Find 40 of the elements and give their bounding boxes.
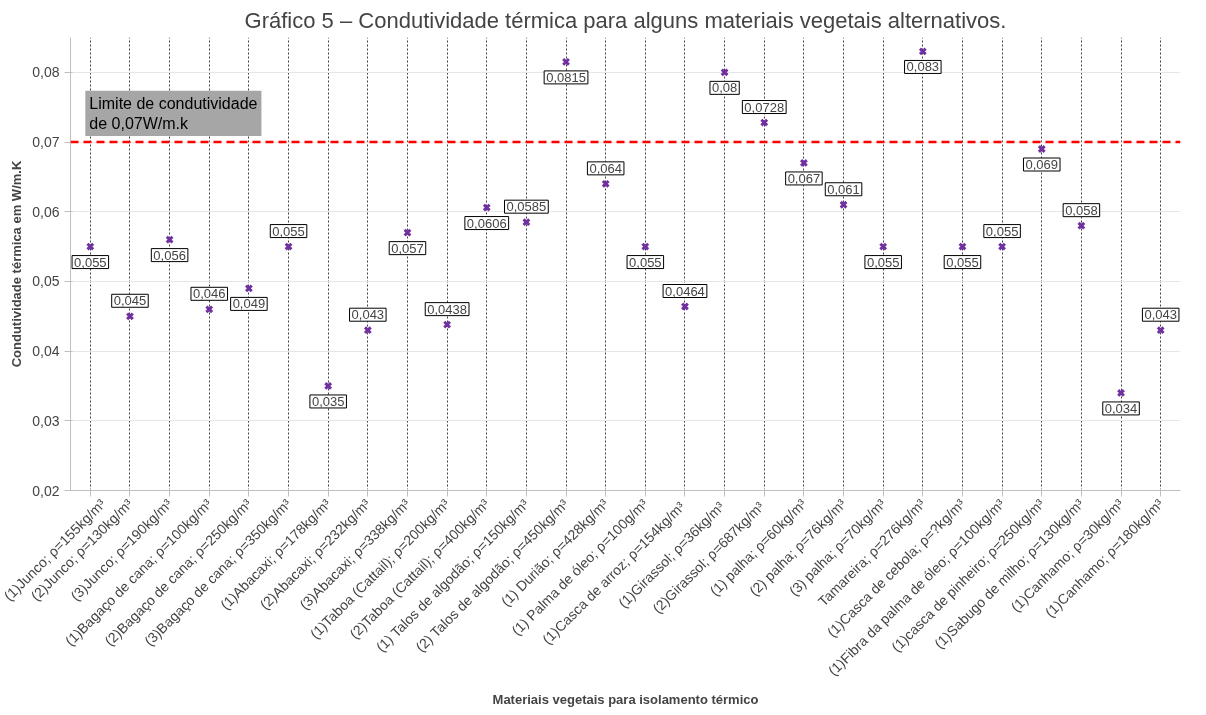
data-label: 0,049 [232, 296, 266, 312]
chart-title: Gráfico 5 – Condutividade térmica para alguns materiais vegetais alternativos. [244, 7, 1007, 33]
data-label: 0,0728 [744, 99, 785, 115]
data-label: 0,045 [113, 293, 147, 309]
y-tick-label: 0,04 [32, 343, 60, 360]
data-label: 0,0464 [665, 283, 705, 299]
y-axis-title: Condutividade térmica em W/m.K [9, 160, 25, 368]
y-tick-label: 0,02 [32, 482, 60, 499]
data-label: 0,043 [1144, 307, 1177, 323]
data-label: 0,064 [589, 160, 622, 176]
data-label: 0,055 [985, 223, 1019, 239]
data-label: 0,058 [1065, 202, 1098, 218]
y-tick-label: 0,08 [32, 64, 60, 81]
y-tick-label: 0,03 [32, 412, 60, 429]
data-label: 0,055 [866, 254, 900, 270]
x-axis-title: Materiais vegetais para isolamento térmico [492, 692, 759, 708]
y-tick-label: 0,05 [32, 273, 60, 290]
data-label: 0,0606 [466, 215, 507, 231]
data-label: 0,057 [391, 240, 424, 256]
data-label: 0,067 [787, 170, 821, 186]
ref-line-label: Limite de condutividade de 0,07W/m.k [89, 94, 258, 133]
data-label: 0,055 [629, 254, 662, 270]
data-label: 0,055 [272, 223, 305, 239]
data-label: 0,0585 [506, 199, 547, 215]
data-label: 0,055 [74, 254, 107, 270]
data-label: 0,035 [311, 393, 345, 409]
y-tick-label: 0,06 [32, 203, 60, 220]
data-label: 0,046 [192, 286, 226, 302]
point [1116, 388, 1126, 398]
y-tick-label: 0,07 [32, 134, 60, 151]
data-label: 0,08 [711, 80, 738, 96]
data-label: 0,0815 [546, 69, 586, 85]
data-label: 0,056 [153, 247, 186, 263]
data-label: 0,0438 [427, 301, 467, 317]
data-label: 0,043 [351, 307, 385, 323]
data-label: 0,069 [1025, 157, 1059, 173]
data-label: 0,055 [946, 254, 979, 270]
data-label: 0,034 [1104, 400, 1138, 416]
data-label: 0,083 [906, 59, 940, 75]
data-label: 0,061 [827, 181, 860, 197]
